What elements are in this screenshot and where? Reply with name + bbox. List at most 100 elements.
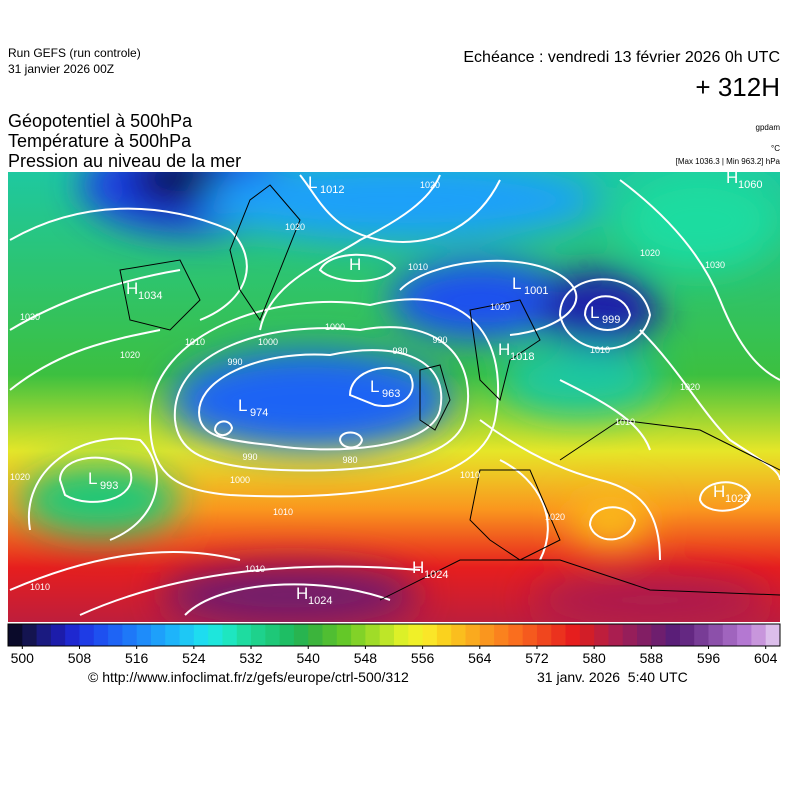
center-value: 1023 bbox=[725, 493, 749, 505]
colorbar-swatch bbox=[422, 624, 438, 646]
colorbar-swatch bbox=[436, 624, 452, 646]
colorbar-swatch bbox=[622, 624, 638, 646]
colorbar-tick-label: 540 bbox=[297, 650, 321, 666]
colorbar-swatch bbox=[236, 624, 252, 646]
isobar-labels: 1020 1030 1020 1010 1000 990 980 990 980 990 1000 1… bbox=[10, 180, 725, 592]
colorbar-swatch bbox=[451, 624, 466, 646]
colorbar-swatch bbox=[608, 624, 624, 646]
colorbar-tick-label: 500 bbox=[11, 650, 35, 666]
unit-label: °C bbox=[771, 144, 780, 153]
colorbar-swatch bbox=[508, 624, 524, 646]
colorbar-swatch bbox=[365, 624, 381, 646]
isobar-label: 1000 bbox=[230, 475, 250, 485]
colorbar-swatch bbox=[50, 624, 66, 646]
colorbar-swatch bbox=[579, 624, 595, 646]
colorbar-tick-label: 532 bbox=[239, 650, 263, 666]
colorbar-swatch bbox=[36, 624, 52, 646]
colorbar-swatch bbox=[651, 624, 667, 646]
colorbar-swatch bbox=[251, 624, 266, 646]
colorbar-swatch bbox=[293, 624, 309, 646]
forecast-time: Echéance : vendredi 13 février 2026 0h U… bbox=[463, 49, 780, 66]
center-value: 1024 bbox=[308, 595, 332, 607]
colorbar-swatch bbox=[637, 624, 652, 646]
isobar-label: 980 bbox=[392, 346, 407, 356]
center-symbol: L bbox=[308, 173, 317, 192]
isobar-label: 1010 bbox=[185, 337, 205, 347]
center-symbol: L bbox=[238, 396, 247, 415]
colorbar-swatch bbox=[408, 624, 424, 646]
center-symbol: L bbox=[88, 469, 97, 488]
isobar-label: 1010 bbox=[273, 507, 293, 517]
colorbar-tick-label: 580 bbox=[582, 650, 606, 666]
center-value: 1018 bbox=[510, 351, 534, 363]
isobar-label: 1010 bbox=[460, 470, 480, 480]
center-value: 963 bbox=[382, 388, 400, 400]
colorbar-swatch bbox=[565, 624, 581, 646]
center-symbol: H bbox=[349, 255, 361, 274]
isobar-label: 1020 bbox=[420, 180, 440, 190]
run-date: 31 janvier 2026 00Z bbox=[8, 62, 114, 76]
run-label: Run GEFS (run controle) bbox=[8, 46, 141, 60]
isobar-label: 1020 bbox=[545, 512, 565, 522]
colorbar-swatch bbox=[93, 624, 109, 646]
colorbar-swatch bbox=[694, 624, 710, 646]
isobar-label: 1000 bbox=[325, 322, 345, 332]
center-value: 1034 bbox=[138, 290, 162, 302]
center-value: 974 bbox=[250, 407, 268, 419]
isobar-label: 1010 bbox=[245, 564, 265, 574]
colorbar-swatch bbox=[150, 624, 166, 646]
colorbar-swatch bbox=[308, 624, 324, 646]
isobar-label: 1020 bbox=[680, 382, 700, 392]
center-value: 1001 bbox=[524, 285, 548, 297]
colorbar-swatch bbox=[351, 624, 366, 646]
center-value: 1024 bbox=[424, 569, 448, 581]
colorbar-tick-label: 524 bbox=[182, 650, 206, 666]
colorbar-tick-label: 604 bbox=[754, 650, 778, 666]
isobar-label: 1010 bbox=[590, 345, 610, 355]
isobar-label: 1020 bbox=[640, 248, 660, 258]
isobar-label: 990 bbox=[432, 335, 447, 345]
isobar-label: 1010 bbox=[615, 417, 635, 427]
colorbar-tick-label: 596 bbox=[697, 650, 721, 666]
colorbar-swatch bbox=[65, 624, 80, 646]
field-blobs bbox=[20, 172, 780, 622]
colorbar-swatch bbox=[594, 624, 609, 646]
isobar-label: 1030 bbox=[20, 312, 40, 322]
isobar-label: 990 bbox=[242, 452, 257, 462]
center-symbol: H bbox=[412, 558, 424, 577]
field-label: Géopotentiel à 500hPa bbox=[8, 111, 193, 131]
colorbar-swatch bbox=[536, 624, 552, 646]
isobar-label: 1030 bbox=[705, 260, 725, 270]
colorbar-swatch bbox=[394, 624, 409, 646]
colorbar-swatch bbox=[208, 624, 223, 646]
isobar-label: 1020 bbox=[10, 472, 30, 482]
source-credit: © http://www.infoclimat.fr/z/gefs/europe… bbox=[88, 669, 409, 685]
colorbar-swatch bbox=[8, 624, 23, 646]
isobars bbox=[9, 174, 780, 616]
colorbar-swatch bbox=[465, 624, 481, 646]
lead-time: + 312H bbox=[695, 72, 780, 102]
center-symbol: H bbox=[726, 168, 738, 187]
isobar-label: 1020 bbox=[285, 222, 305, 232]
generated-time: 31 janv. 2026 5:40 UTC bbox=[537, 669, 688, 685]
colorbar-swatch bbox=[322, 624, 338, 646]
center-symbol: H bbox=[296, 584, 308, 603]
isobar-label: 1000 bbox=[258, 337, 278, 347]
center-symbol: H bbox=[498, 340, 510, 359]
colorbar-swatch bbox=[551, 624, 567, 646]
colorbar-swatch bbox=[165, 624, 181, 646]
isobar-label: 990 bbox=[227, 357, 242, 367]
colorbar-tick-label: 556 bbox=[411, 650, 435, 666]
colorbar-tick-label: 572 bbox=[525, 650, 549, 666]
colorbar-swatch bbox=[122, 624, 138, 646]
colorbar-swatch bbox=[265, 624, 281, 646]
colorbar-tick-label: 548 bbox=[354, 650, 378, 666]
colorbar-swatch bbox=[108, 624, 123, 646]
colorbar-swatch bbox=[722, 624, 738, 646]
colorbar-tick-label: 508 bbox=[68, 650, 92, 666]
colorbar-swatch bbox=[479, 624, 495, 646]
